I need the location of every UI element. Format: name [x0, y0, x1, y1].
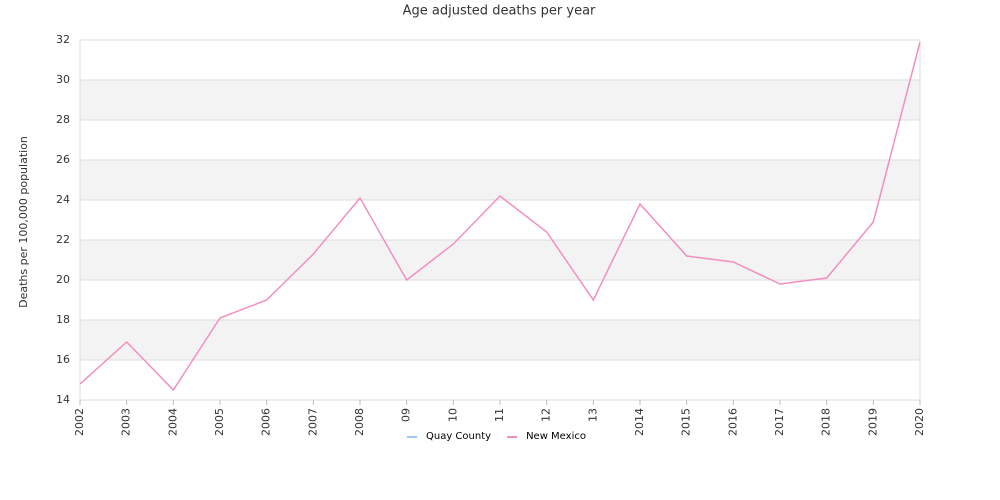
plot-band — [80, 240, 920, 280]
x-tick-label: 2002 — [73, 408, 86, 436]
y-tick-label: 30 — [56, 73, 70, 86]
y-tick-label: 24 — [56, 193, 70, 206]
x-tick-label: 2018 — [820, 408, 833, 436]
plot-band — [80, 160, 920, 200]
y-tick-label: 14 — [56, 393, 70, 406]
x-tick-label: 2015 — [680, 408, 693, 436]
plot-band — [80, 320, 920, 360]
y-tick-label: 22 — [56, 233, 70, 246]
legend-label: New Mexico — [526, 431, 586, 442]
y-axis-label: Deaths per 100,000 population — [17, 136, 30, 308]
x-tick-label: 09 — [400, 408, 413, 422]
x-tick-label: 2008 — [353, 408, 366, 436]
y-tick-label: 28 — [56, 113, 70, 126]
x-tick-label: 2005 — [213, 408, 226, 436]
data-line — [79, 41, 921, 392]
x-tick-label: 2017 — [773, 408, 786, 436]
y-tick-label: 18 — [56, 313, 70, 326]
x-tick-label: 2006 — [260, 408, 273, 436]
x-tick-label: 2019 — [866, 408, 879, 436]
y-tick-label: 26 — [56, 153, 70, 166]
x-tick-label: 11 — [493, 408, 506, 422]
plot-band — [80, 80, 920, 120]
y-tick-label: 32 — [56, 33, 70, 46]
x-tick-label: 2004 — [166, 408, 179, 436]
legend-label: Quay County — [426, 431, 491, 442]
x-tick-label: 10 — [446, 408, 459, 422]
x-tick-label: 2016 — [726, 408, 739, 436]
x-tick-label: 2014 — [633, 408, 646, 436]
x-tick-label: 13 — [586, 408, 599, 422]
y-tick-label: 16 — [56, 353, 70, 366]
x-tick-label: 2007 — [306, 408, 319, 436]
x-tick-label: 2003 — [120, 408, 133, 436]
x-tick-label: 2020 — [913, 408, 926, 436]
chart-title: Age adjusted deaths per year — [403, 4, 596, 19]
x-tick-label: 12 — [540, 408, 553, 422]
y-tick-label: 20 — [56, 273, 70, 286]
